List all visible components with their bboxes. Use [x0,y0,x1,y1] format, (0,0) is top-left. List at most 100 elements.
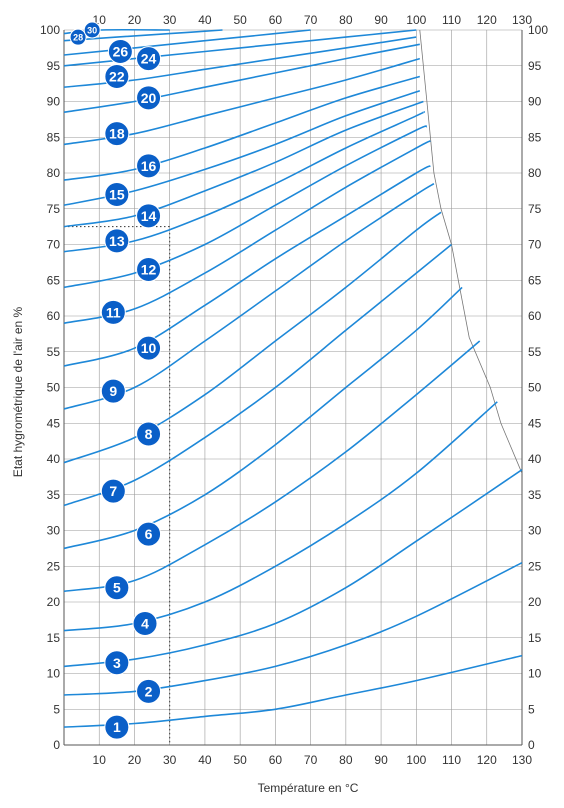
series-line-8 [63,211,442,464]
y-tick-left-label: 90 [47,95,61,109]
x-tick-bottom-label: 50 [233,753,247,767]
series-badge-label: 1 [113,719,121,735]
x-tick-top-label: 80 [339,13,353,27]
series-badge-label: 22 [109,68,125,84]
y-tick-left-label: 0 [53,738,60,752]
series-badge-circle [136,678,162,704]
x-tick-top-label: 60 [269,13,283,27]
y-tick-right-label: 5 [528,702,535,716]
x-tick-bottom-label: 60 [269,753,283,767]
series-line-20 [63,43,420,113]
series-badge-circle [136,421,162,447]
series-badge-label: 7 [109,483,117,499]
series-badge-circle [136,257,162,283]
y-tick-right-label: 70 [528,238,542,252]
y-tick-right-label: 0 [528,738,535,752]
x-tick-top-label: 70 [304,13,318,27]
series-badge-label: 20 [141,90,157,106]
x-tick-top-label: 120 [477,13,497,27]
series-line-16 [63,75,421,181]
series-badge-label: 2 [145,683,153,699]
x-tick-bottom-label: 20 [128,753,142,767]
y-tick-left-label: 10 [47,667,61,681]
series-badge-circle [100,378,126,404]
y-tick-left-label: 100 [40,23,60,37]
y-tick-left-label: 5 [53,702,60,716]
series-line-14 [63,100,424,228]
series-badge-24: 24 [136,46,162,72]
series-badge-10: 10 [136,335,162,361]
x-tick-bottom-label: 80 [339,753,353,767]
y-tick-right-label: 15 [528,631,542,645]
y-tick-left-label: 45 [47,416,61,430]
series-badge-6: 6 [136,521,162,547]
series-line-13 [63,111,426,253]
y-tick-left-label: 80 [47,166,61,180]
series-badge-label: 11 [106,304,121,320]
series-badge-label: 10 [141,340,157,356]
series-badge-22: 22 [104,63,130,89]
series-badge-circle [132,610,158,636]
series-badge-15: 15 [104,181,130,207]
series-badge-circle [100,478,126,504]
y-tick-right-label: 65 [528,273,542,287]
y-tick-right-label: 45 [528,416,542,430]
x-tick-top-label: 130 [512,13,532,27]
series-badge-label: 12 [141,262,157,278]
series-line-7 [63,243,453,507]
x-tick-top-label: 100 [406,13,426,27]
series-badge-label: 6 [145,526,153,542]
series-badge-4: 4 [132,610,158,636]
series-badge-13: 13 [104,228,130,254]
x-tick-top-label: 40 [198,13,212,27]
series-badge-circle [136,46,162,72]
series-badge-8: 8 [136,421,162,447]
y-axis-title: Etat hygrométrique de l'air en % [11,306,25,477]
y-tick-left-label: 50 [47,381,61,395]
series-badge-label: 3 [113,655,121,671]
series-line-1 [63,654,523,728]
series-badge-28: 28 [69,28,87,46]
series-line-11 [63,140,431,324]
series-badge-label: 5 [113,580,121,596]
series-badge-14: 14 [136,203,162,229]
series-badge-18: 18 [104,121,130,147]
y-tick-right-label: 95 [528,59,542,73]
series-line-5 [63,340,481,593]
x-tick-top-label: 30 [163,13,177,27]
series-line-4 [63,401,498,632]
y-tick-left-label: 20 [47,595,61,609]
series-badge-label: 9 [109,383,117,399]
x-tick-bottom-label: 100 [406,753,426,767]
series-badge-label: 18 [109,126,125,142]
series-badge-circle [136,85,162,111]
series-badge-9: 9 [100,378,126,404]
series-badge-label: 16 [141,158,157,174]
x-tick-bottom-label: 90 [374,753,388,767]
series-badge-circle [104,181,130,207]
series-badge-2: 2 [136,678,162,704]
y-tick-right-label: 100 [528,23,548,37]
y-tick-left-label: 15 [47,631,61,645]
series-line-28 [63,29,223,42]
series-badge-11: 11 [100,299,126,325]
y-tick-left-label: 55 [47,345,61,359]
saturation-boundary [419,29,523,474]
y-tick-left-label: 65 [47,273,61,287]
x-tick-top-label: 110 [442,13,461,27]
y-tick-right-label: 35 [528,488,542,502]
y-tick-left-label: 60 [47,309,61,323]
series-badge-5: 5 [104,575,130,601]
x-tick-bottom-label: 110 [442,753,461,767]
series-badge-1: 1 [104,714,130,740]
series-badge-label: 4 [141,615,149,631]
y-tick-right-label: 85 [528,130,542,144]
x-tick-top-label: 20 [128,13,142,27]
series-badge-circle [104,63,130,89]
series-badge-circle [83,21,101,39]
series-badge-label: 14 [141,208,157,224]
y-tick-left-label: 25 [47,559,61,573]
y-tick-right-label: 75 [528,202,542,216]
